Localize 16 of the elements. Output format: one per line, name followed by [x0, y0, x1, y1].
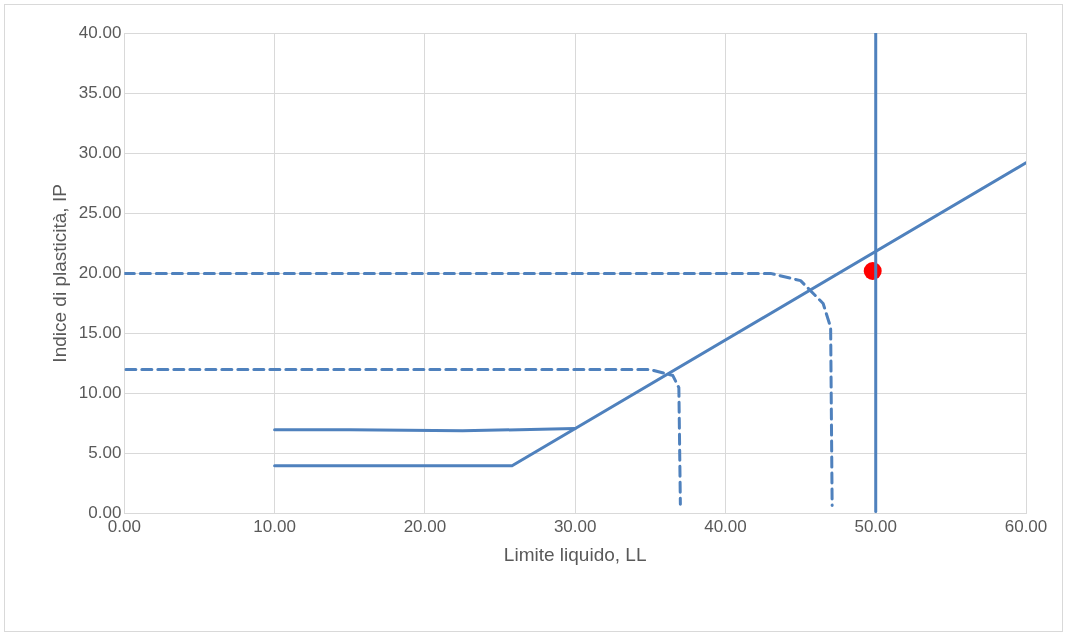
y-tick-label: 20.00 [78, 263, 122, 283]
x-tick-label: 10.00 [253, 516, 296, 536]
y-tick-label: 5.00 [88, 443, 122, 463]
x-tick-label: 50.00 [854, 516, 897, 536]
x-tick-label: 60.00 [1004, 516, 1048, 536]
y-tick-label: 30.00 [78, 142, 122, 162]
y-tick-label: 35.00 [78, 82, 122, 102]
x-axis-title: Limite liquido, LL [503, 543, 647, 565]
y-tick-label: 40.00 [78, 22, 122, 42]
x-tick-label: 40.00 [704, 516, 747, 536]
y-tick-label: 25.00 [78, 202, 122, 222]
y-tick-label: 10.00 [78, 383, 122, 403]
x-tick-label: 20.00 [403, 516, 447, 536]
y-axis-title: Indice di plasticità, IP [48, 184, 70, 363]
y-tick-label: 15.00 [78, 323, 122, 343]
x-tick-label: 30.00 [553, 516, 597, 536]
